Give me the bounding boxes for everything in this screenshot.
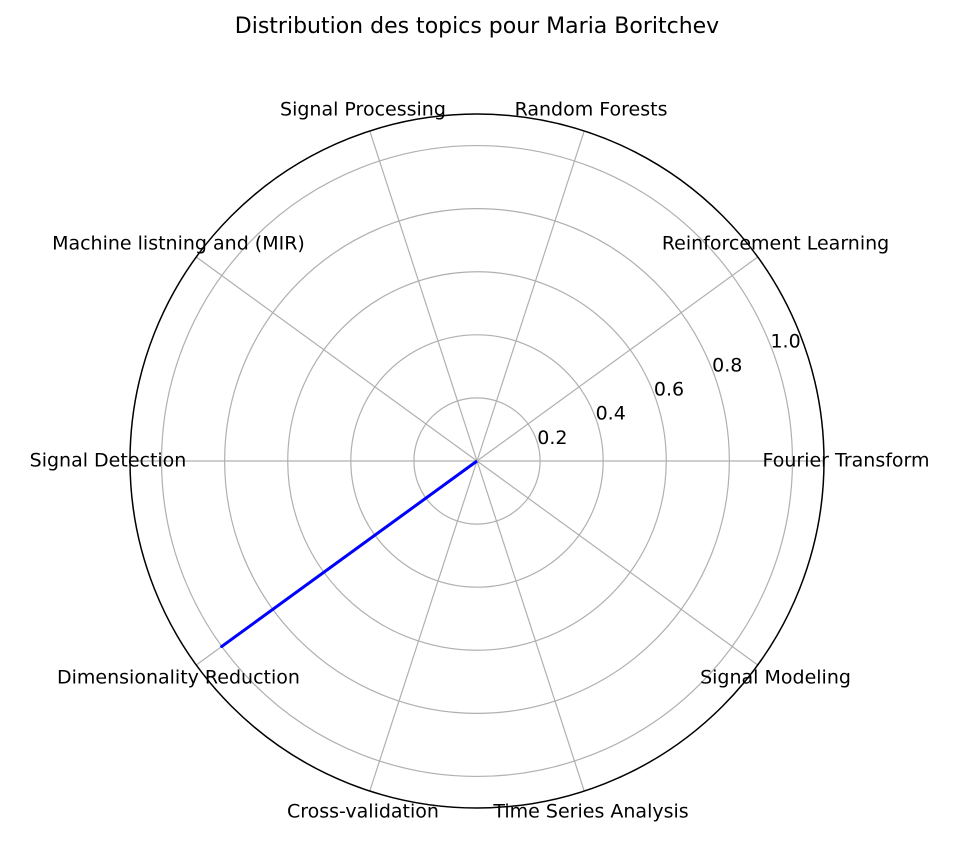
category-label-cross-validation: Cross-validation xyxy=(287,800,439,822)
category-label-dimensionality-reduction: Dimensionality Reduction xyxy=(57,666,300,688)
radial-tick-labels: 0.2 0.4 0.6 0.8 1.0 xyxy=(537,330,800,449)
category-labels: Fourier Transform Reinforcement Learning R… xyxy=(30,99,930,823)
series-line-1 xyxy=(220,459,478,648)
category-label-signal-detection: Signal Detection xyxy=(30,450,187,472)
category-label-signal-modeling: Signal Modeling xyxy=(700,666,851,688)
radar-series xyxy=(220,459,478,648)
spoke-signal-processing xyxy=(369,130,478,462)
data-point-dimensionality-reduction xyxy=(220,644,224,648)
r-tick-label-2: 0.4 xyxy=(596,403,626,425)
spoke-cross-validation xyxy=(369,460,478,792)
spoke-signal-modeling xyxy=(476,460,759,666)
spoke-machine-listning-and-mir xyxy=(195,256,478,462)
category-label-time-series-analysis: Time Series Analysis xyxy=(492,800,688,822)
spoke-reinforcement-learning xyxy=(476,256,759,462)
category-label-signal-processing: Signal Processing xyxy=(280,99,446,121)
category-label-reinforcement-learning: Reinforcement Learning xyxy=(662,233,889,255)
spoke-random-forests xyxy=(476,130,585,462)
r-tick-label-1: 0.2 xyxy=(537,427,567,449)
category-label-machine-listning-and-mir: Machine listning and (MIR) xyxy=(52,233,305,255)
category-label-random-forests: Random Forests xyxy=(515,99,668,121)
spoke-time-series-analysis xyxy=(476,460,585,792)
category-label-fourier-transform: Fourier Transform xyxy=(762,450,929,472)
radar-outline xyxy=(129,113,825,809)
r-tick-label-3: 0.6 xyxy=(654,379,684,401)
r-tick-label-5: 1.0 xyxy=(770,330,800,352)
chart-title: Distribution des topics pour Maria Borit… xyxy=(235,14,719,39)
r-tick-label-4: 0.8 xyxy=(712,354,742,376)
